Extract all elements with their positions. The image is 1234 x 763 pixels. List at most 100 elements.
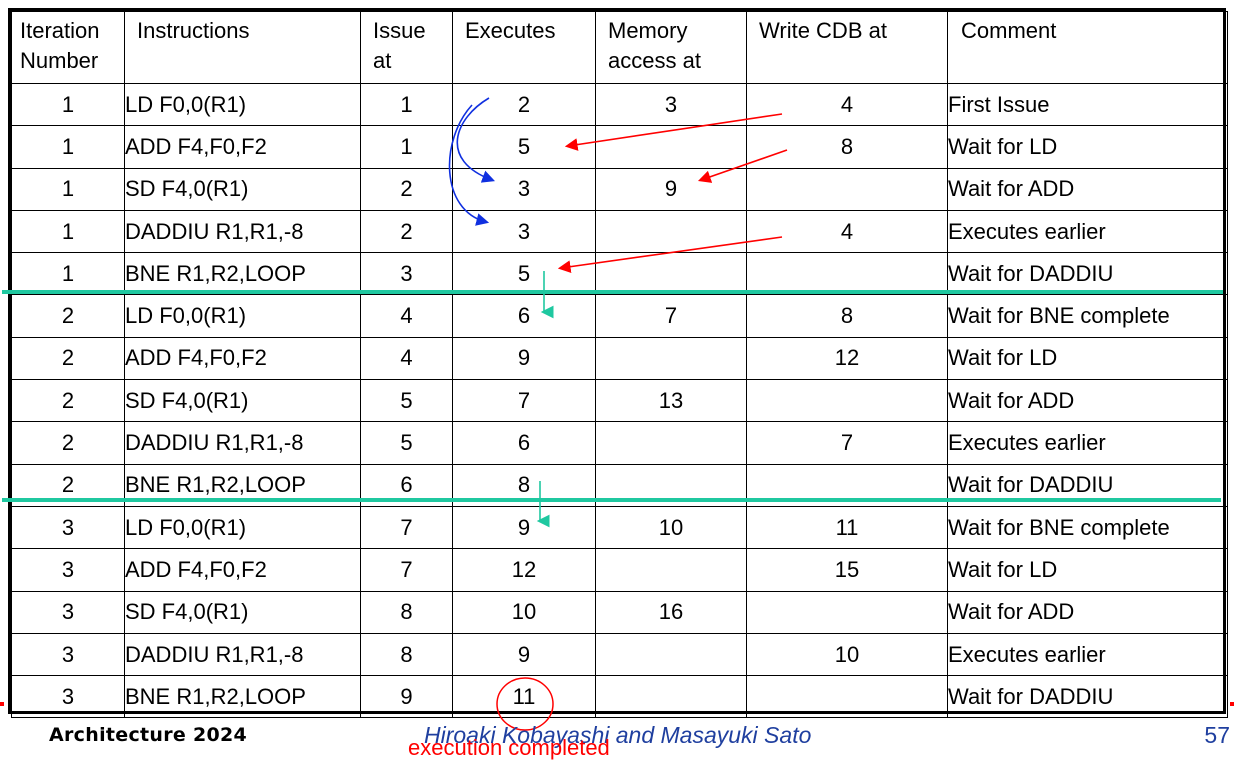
iteration-separator [2, 290, 1223, 294]
iteration-cell: 2 [11, 421, 125, 465]
write-cdb-cell [746, 379, 948, 423]
issue-cell: 4 [360, 336, 453, 381]
table-row: 1 LD F0,0(R1) 1 2 3 4 First Issue [11, 82, 1228, 127]
memory-cell: 3 [595, 82, 747, 127]
instruction-cell: SD F4,0(R1) [124, 590, 361, 634]
table-row: 1 BNE R1,R2,LOOP 3 5 Wait for DADDIU [11, 252, 1228, 296]
memory-cell: 13 [595, 379, 747, 423]
table-row: 2 LD F0,0(R1) 4 6 7 8 Wait for BNE complete [11, 294, 1228, 338]
executes-cell: 11 [452, 675, 596, 719]
issue-cell: 9 [360, 675, 453, 719]
executes-cell: 6 [452, 294, 596, 338]
table-row: 1 SD F4,0(R1) 2 3 9 Wait for ADD [11, 167, 1228, 211]
issue-cell: 2 [360, 167, 453, 211]
issue-cell: 7 [360, 548, 453, 592]
header-write: Write CDB at [746, 11, 948, 84]
schedule-table-frame: Iteration Number Instructions Issue at E… [8, 8, 1228, 719]
iteration-cell: 2 [11, 294, 125, 338]
write-cdb-cell: 11 [746, 505, 948, 550]
instruction-cell: LD F0,0(R1) [124, 505, 361, 550]
instruction-cell: ADD F4,F0,F2 [124, 336, 361, 381]
issue-cell: 5 [360, 421, 453, 465]
issue-cell: 2 [360, 209, 453, 254]
header-instructions: Instructions [124, 11, 361, 84]
executes-cell: 3 [452, 167, 596, 211]
write-cdb-cell: 12 [746, 336, 948, 381]
table-row: 3 LD F0,0(R1) 7 9 10 11 Wait for BNE complete [11, 505, 1228, 550]
memory-cell: 10 [595, 505, 747, 550]
table-row: 2 ADD F4,F0,F2 4 9 12 Wait for LD [11, 336, 1228, 381]
course-label: Architecture 2024 [49, 724, 248, 746]
write-cdb-cell: 7 [746, 421, 948, 465]
executes-cell: 5 [452, 252, 596, 296]
executes-cell: 6 [452, 421, 596, 465]
write-cdb-cell: 4 [746, 82, 948, 127]
instruction-cell: SD F4,0(R1) [124, 379, 361, 423]
issue-cell: 3 [360, 252, 453, 296]
memory-cell [595, 209, 747, 254]
iteration-cell: 1 [11, 82, 125, 127]
instruction-cell: LD F0,0(R1) [124, 82, 361, 127]
comment-cell: Wait for LD [947, 336, 1228, 381]
write-cdb-cell: 8 [746, 294, 948, 338]
table-row: 2 DADDIU R1,R1,-8 5 6 7 Executes earlier [11, 421, 1228, 465]
comment-cell: Wait for DADDIU [947, 252, 1228, 296]
issue-cell: 1 [360, 82, 453, 127]
memory-cell [595, 421, 747, 465]
memory-cell [595, 632, 747, 677]
iteration-cell: 1 [11, 252, 125, 296]
memory-cell: 16 [595, 590, 747, 634]
iteration-cell: 3 [11, 505, 125, 550]
instruction-cell: ADD F4,F0,F2 [124, 548, 361, 592]
issue-cell: 7 [360, 505, 453, 550]
instruction-cell: BNE R1,R2,LOOP [124, 675, 361, 719]
write-cdb-cell [746, 590, 948, 634]
comment-cell: Wait for ADD [947, 590, 1228, 634]
executes-cell: 10 [452, 590, 596, 634]
executes-cell: 2 [452, 82, 596, 127]
comment-cell: Executes earlier [947, 421, 1228, 465]
execution-completed-note: execution completed [408, 735, 610, 760]
comment-cell: Wait for LD [947, 548, 1228, 592]
table-row: 1 ADD F4,F0,F2 1 5 8 Wait for LD [11, 125, 1228, 169]
comment-cell: Wait for LD [947, 125, 1228, 169]
write-cdb-cell [746, 675, 948, 719]
table-row: 3 DADDIU R1,R1,-8 8 9 10 Executes earlier [11, 632, 1228, 677]
instruction-cell: DADDIU R1,R1,-8 [124, 209, 361, 254]
comment-cell: Wait for BNE complete [947, 294, 1228, 338]
write-cdb-cell: 10 [746, 632, 948, 677]
instruction-cell: DADDIU R1,R1,-8 [124, 632, 361, 677]
header-row: Iteration Number Instructions Issue at E… [11, 11, 1228, 84]
memory-cell [595, 675, 747, 719]
header-issue: Issue at [360, 11, 453, 84]
iteration-separator [2, 498, 1221, 502]
comment-cell: Wait for BNE complete [947, 505, 1228, 550]
table-row: 3 SD F4,0(R1) 8 10 16 Wait for ADD [11, 590, 1228, 634]
write-cdb-cell [746, 167, 948, 211]
write-cdb-cell: 8 [746, 125, 948, 169]
issue-cell: 1 [360, 125, 453, 169]
executes-cell: 9 [452, 505, 596, 550]
table-row: 3 BNE R1,R2,LOOP 9 11 Wait for DADDIU [11, 675, 1228, 719]
iteration-cell: 3 [11, 632, 125, 677]
corner-mark [1230, 702, 1234, 706]
iteration-cell: 3 [11, 675, 125, 719]
instruction-cell: SD F4,0(R1) [124, 167, 361, 211]
comment-cell: Executes earlier [947, 209, 1228, 254]
executes-cell: 5 [452, 125, 596, 169]
executes-cell: 3 [452, 209, 596, 254]
tomasulo-schedule-table: Iteration Number Instructions Issue at E… [11, 11, 1228, 719]
header-executes: Executes [452, 11, 596, 84]
write-cdb-cell [746, 252, 948, 296]
header-memory: Memory access at [595, 11, 747, 84]
executes-cell: 7 [452, 379, 596, 423]
comment-cell: Wait for DADDIU [947, 675, 1228, 719]
page-number: 57 [1204, 722, 1230, 748]
header-comment: Comment [947, 11, 1228, 84]
executes-cell: 9 [452, 336, 596, 381]
corner-mark [0, 702, 4, 706]
instruction-cell: DADDIU R1,R1,-8 [124, 421, 361, 465]
executes-cell: 12 [452, 548, 596, 592]
comment-cell: Executes earlier [947, 632, 1228, 677]
executes-cell: 9 [452, 632, 596, 677]
